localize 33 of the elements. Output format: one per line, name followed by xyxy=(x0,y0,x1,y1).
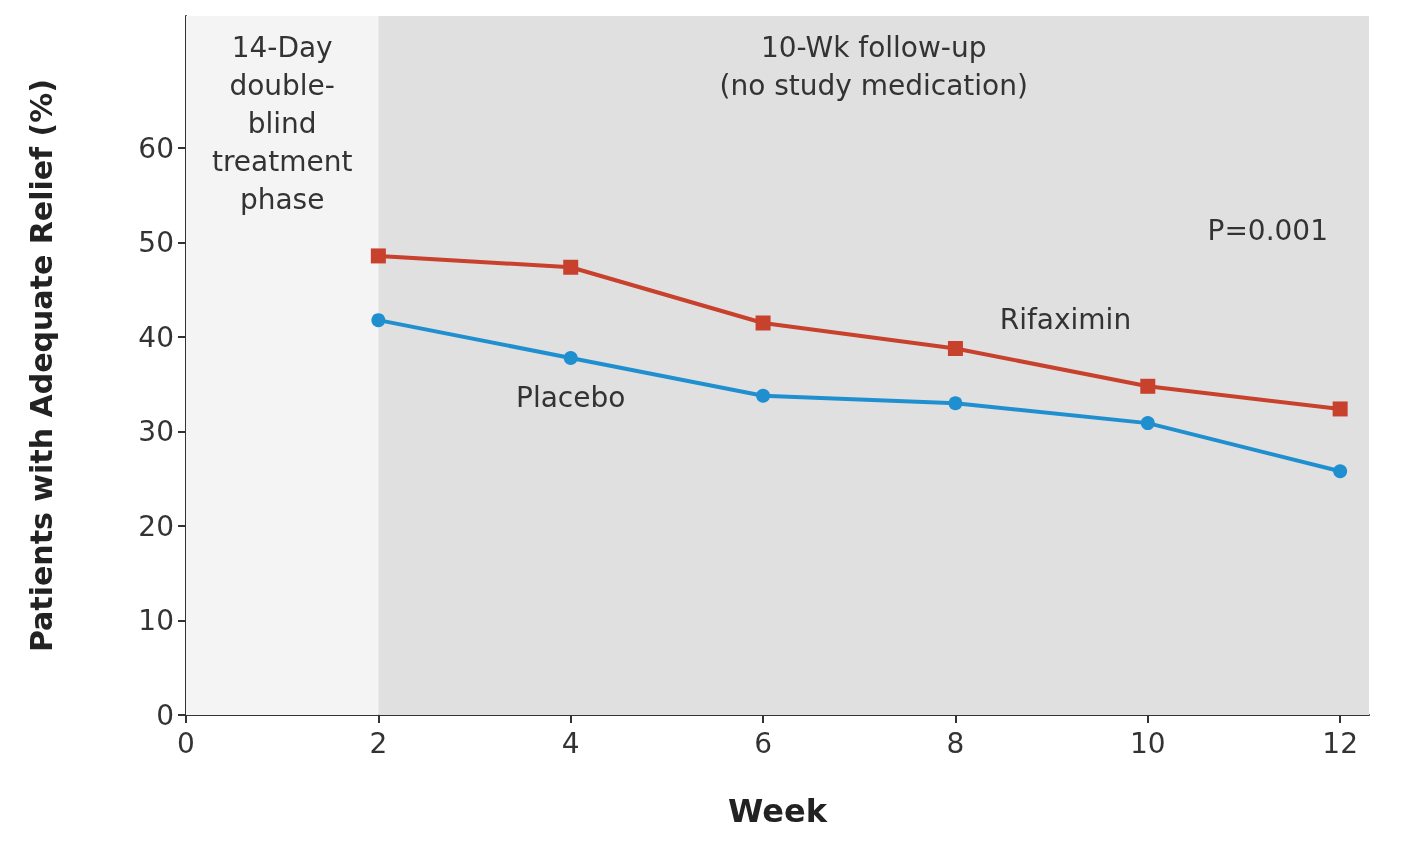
y-tick-label: 40 xyxy=(138,320,174,354)
point xyxy=(1332,401,1348,417)
annotation: P=0.001 xyxy=(1207,213,1329,247)
x-tick-label: 0 xyxy=(177,726,195,760)
point xyxy=(1140,416,1155,431)
x-tick-label: 6 xyxy=(754,726,772,760)
y-axis-title: Patients with Adequate Relief (%) xyxy=(23,78,59,653)
series-label: Placebo xyxy=(516,381,626,415)
x-tick-label: 2 xyxy=(369,726,388,760)
series-label: Rifaximin xyxy=(999,303,1132,337)
point xyxy=(756,388,771,403)
point xyxy=(371,313,386,328)
x-tick-label: 10 xyxy=(1129,726,1166,760)
point xyxy=(563,350,578,365)
point xyxy=(755,315,771,331)
point xyxy=(948,396,963,411)
y-tick-label: 30 xyxy=(138,415,174,449)
y-tick-label: 0 xyxy=(156,698,174,732)
y-tick-label: 60 xyxy=(138,131,174,165)
y-tick-label: 10 xyxy=(138,604,174,638)
point xyxy=(1140,378,1156,394)
point xyxy=(1333,464,1348,479)
point xyxy=(370,248,386,264)
x-axis-title: Week xyxy=(728,792,828,830)
y-tick-label: 20 xyxy=(138,509,174,543)
x-tick-label: 12 xyxy=(1322,726,1358,760)
band-label: 10-Wk follow-up (no study medication) xyxy=(719,30,1028,102)
x-tick-label: 8 xyxy=(946,726,965,760)
band-label: 14-Day double- blind treatment phase xyxy=(211,30,353,216)
point xyxy=(563,259,579,275)
y-tick-label: 50 xyxy=(138,226,174,260)
point xyxy=(947,341,963,356)
x-tick-label: 4 xyxy=(561,726,580,760)
